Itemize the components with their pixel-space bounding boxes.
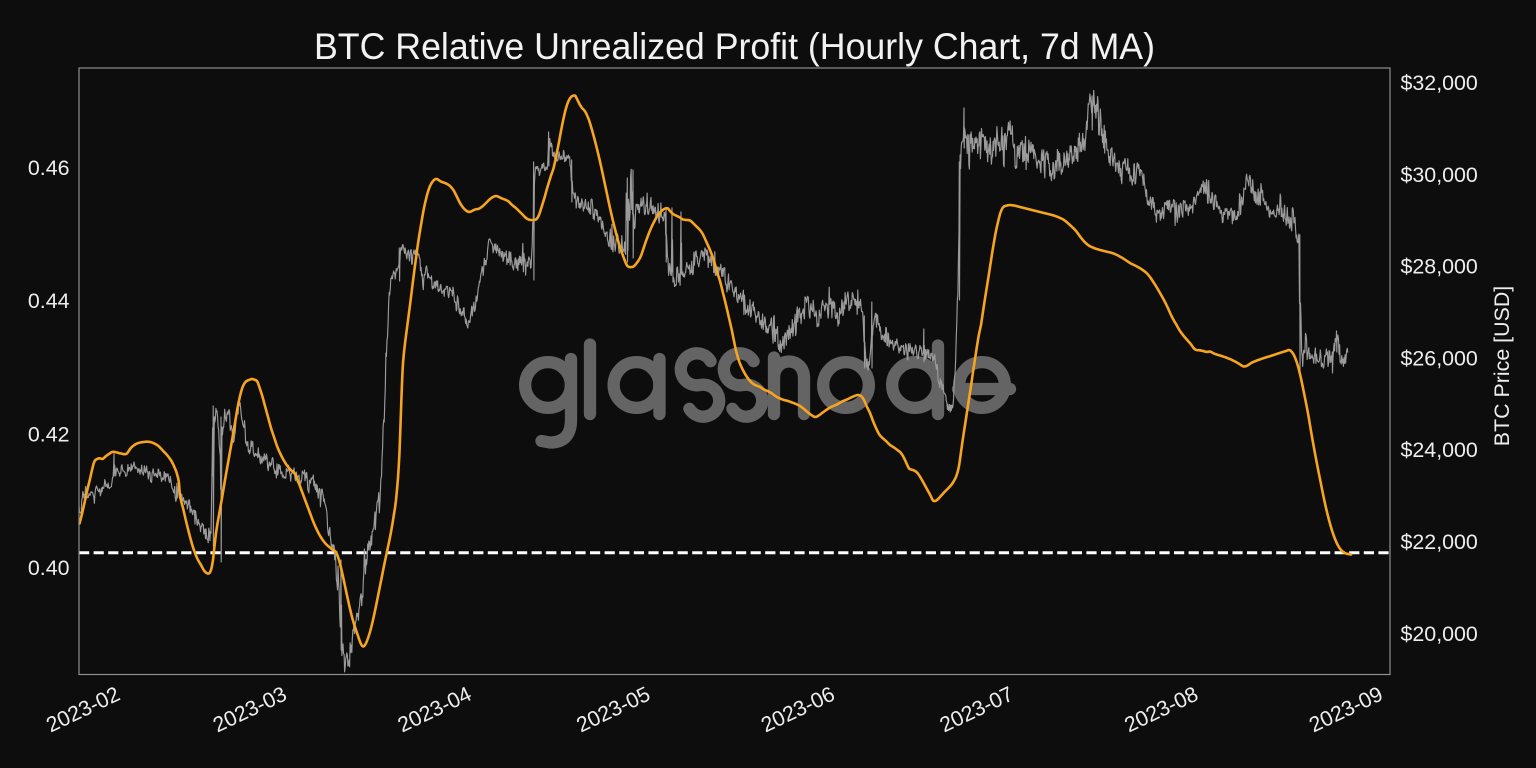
svg-text:0.46: 0.46 (28, 156, 70, 180)
svg-text:$22,000: $22,000 (1401, 530, 1478, 554)
svg-text:$28,000: $28,000 (1401, 255, 1478, 279)
svg-text:0.44: 0.44 (28, 289, 70, 313)
svg-text:BTC Price [USD]: BTC Price [USD] (1490, 286, 1514, 446)
svg-text:$20,000: $20,000 (1401, 622, 1478, 646)
svg-text:$26,000: $26,000 (1401, 346, 1478, 370)
svg-text:BTC Relative Unrealized Profit: BTC Relative Unrealized Profit (Hourly C… (314, 25, 1155, 67)
svg-text:$32,000: $32,000 (1401, 71, 1478, 95)
svg-text:$24,000: $24,000 (1401, 438, 1478, 462)
svg-text:0.42: 0.42 (28, 423, 70, 447)
svg-text:$30,000: $30,000 (1401, 163, 1478, 187)
svg-text:0.40: 0.40 (28, 556, 70, 580)
